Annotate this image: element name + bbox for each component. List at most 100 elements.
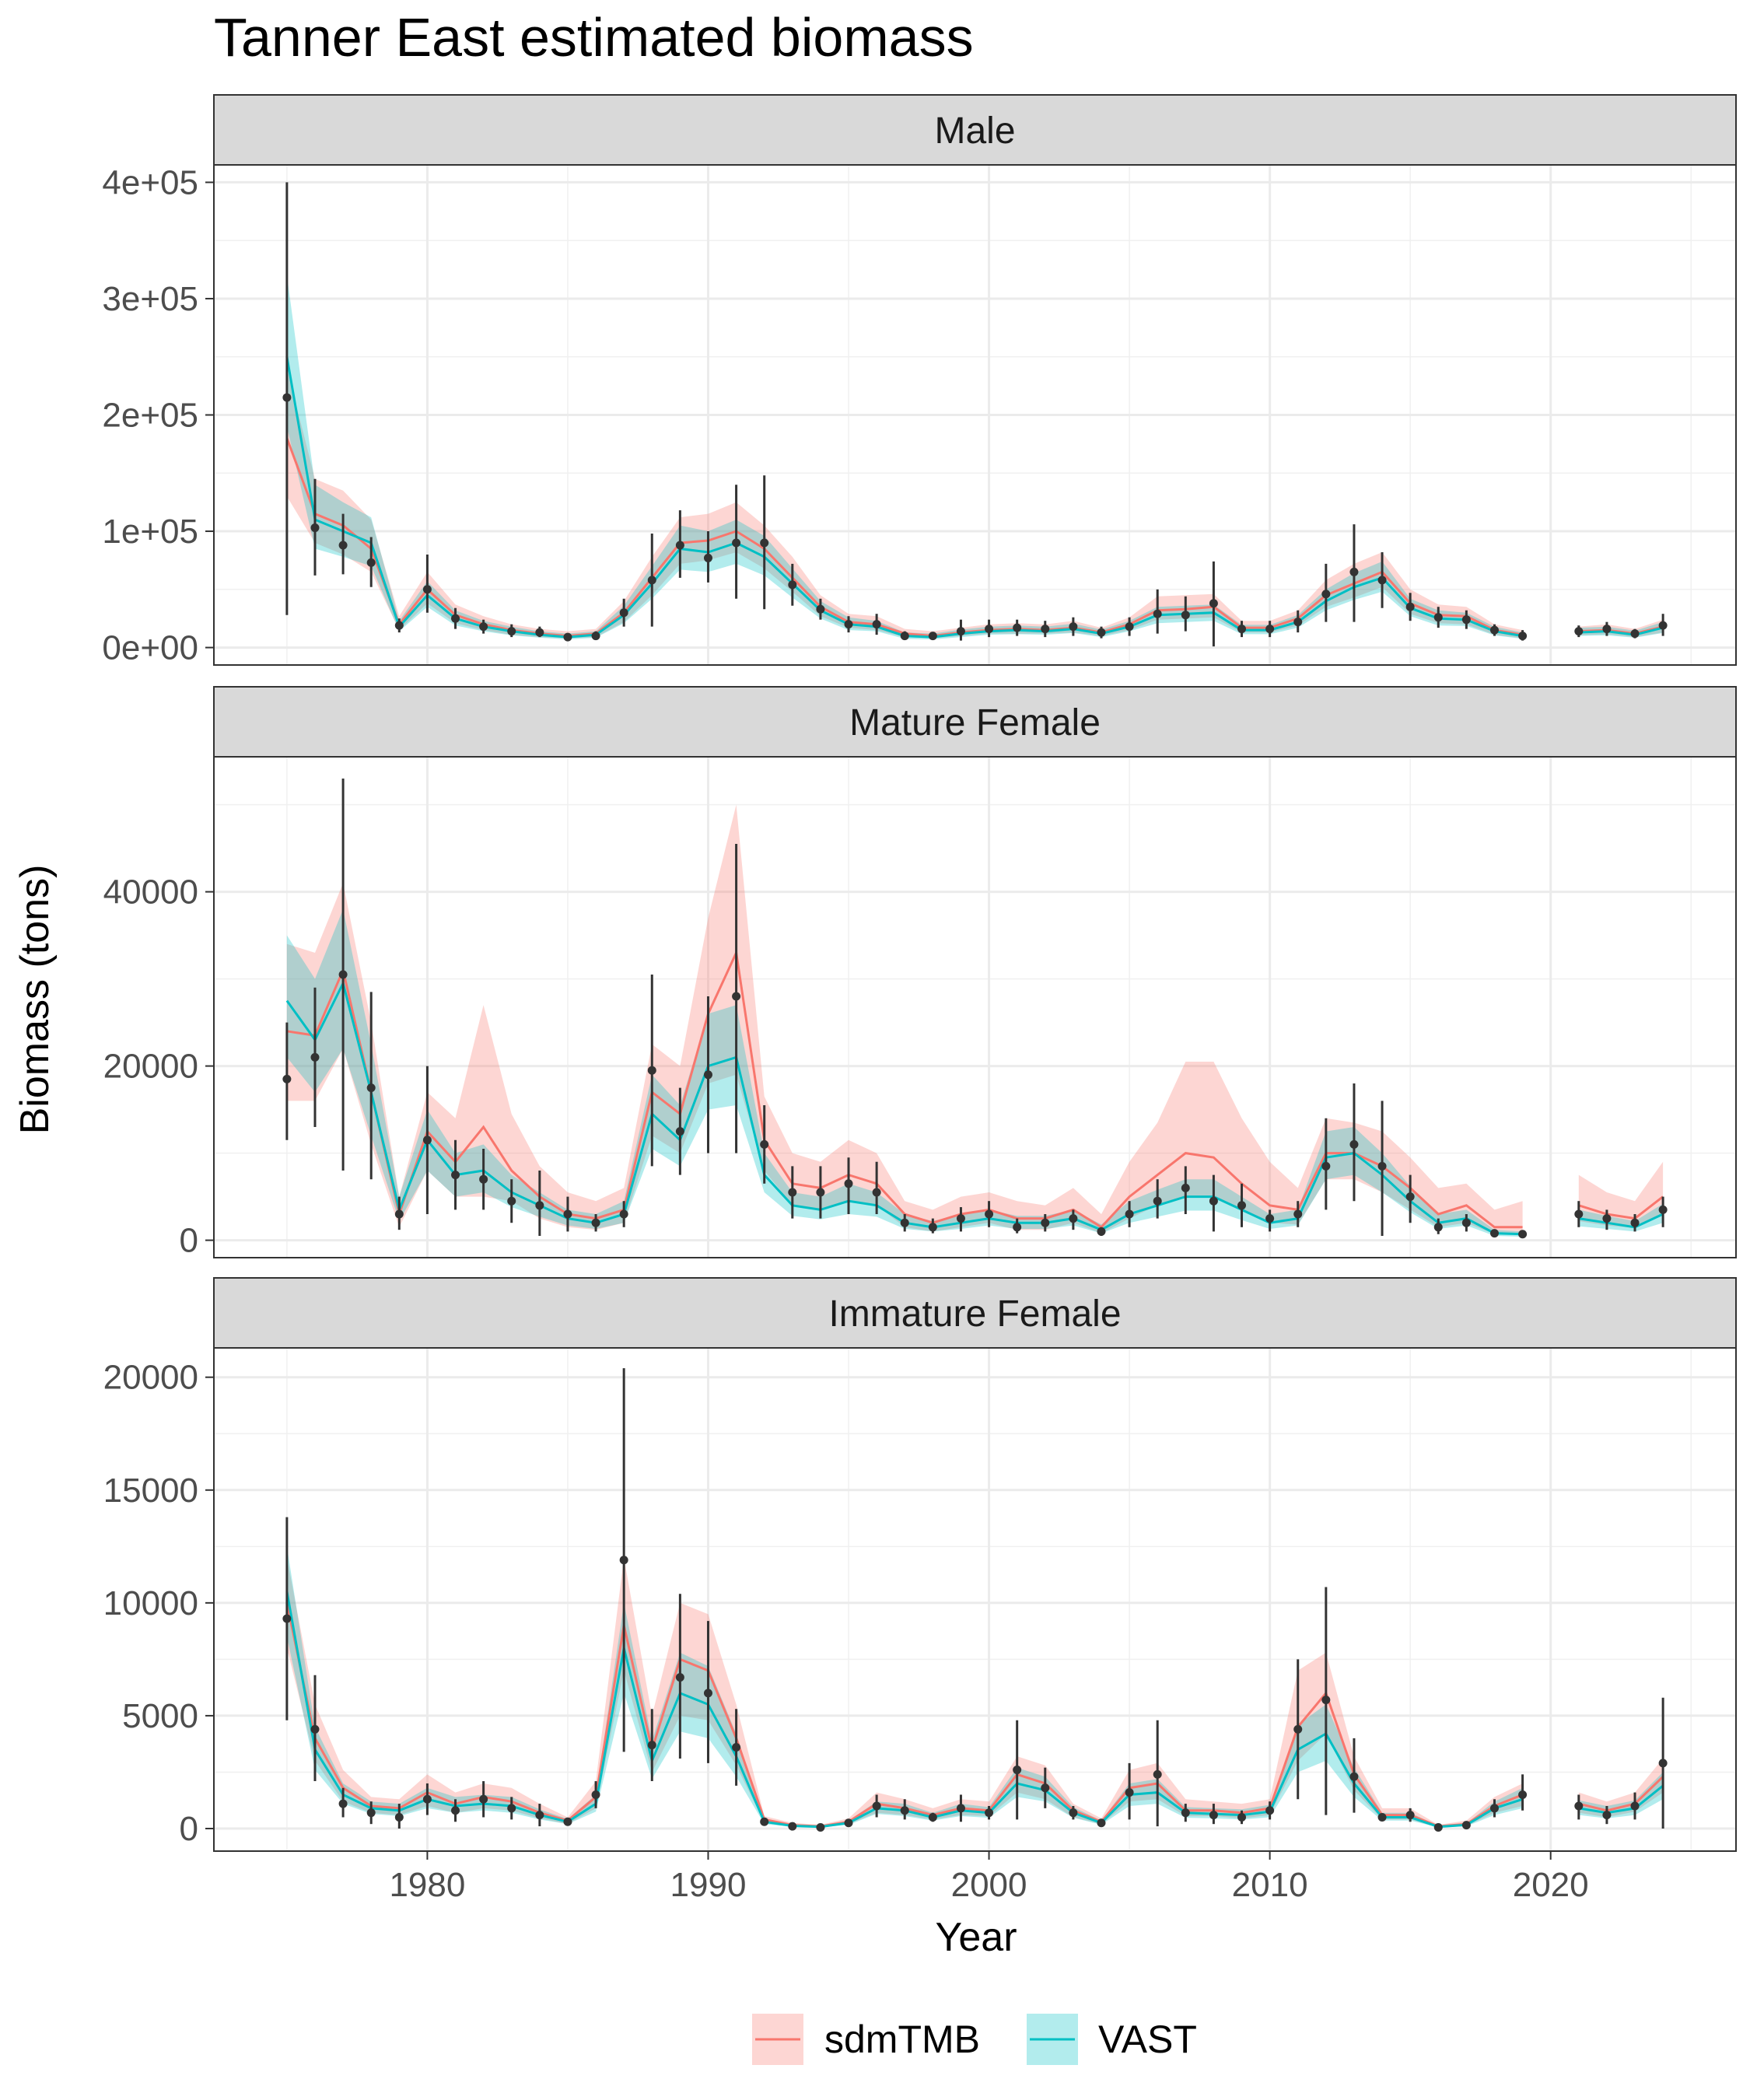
data-point: [479, 1174, 488, 1184]
data-point: [1658, 621, 1668, 630]
data-point: [1153, 1196, 1162, 1206]
data-point: [872, 1801, 881, 1811]
data-point: [703, 1070, 712, 1080]
data-point: [1265, 625, 1275, 634]
data-point: [1518, 1790, 1528, 1799]
data-point: [422, 1136, 432, 1145]
x-axis-title: Year: [935, 1915, 1017, 1960]
data-point: [1489, 625, 1499, 635]
data-point: [451, 614, 460, 623]
data-point: [647, 1066, 656, 1075]
data-point: [647, 576, 656, 585]
data-point: [956, 1804, 965, 1813]
data-point: [985, 1209, 994, 1219]
data-point: [1181, 611, 1190, 620]
data-point: [1181, 1808, 1190, 1818]
data-point: [479, 1794, 488, 1804]
data-point: [1041, 625, 1050, 634]
data-point: [1265, 1214, 1275, 1223]
data-point: [1349, 1772, 1359, 1781]
data-point: [451, 1806, 460, 1815]
y-tick-label: 4e+05: [102, 163, 198, 201]
data-point: [422, 585, 432, 594]
data-point: [1658, 1205, 1668, 1214]
panel-background: [214, 1348, 1736, 1851]
data-point: [563, 632, 572, 642]
panels: Male 0e+00 1e+05 2e+05 3e+05 4e+05 Mature Fema…: [102, 94, 1737, 1852]
data-point: [310, 523, 320, 533]
data-point: [985, 1808, 994, 1818]
data-point: [1125, 1788, 1134, 1797]
data-point: [1321, 590, 1331, 599]
y-axis-title: Biomass (tons): [12, 865, 58, 1135]
data-point: [507, 1804, 516, 1813]
y-tick-label: 5000: [122, 1697, 198, 1735]
data-point: [563, 1817, 572, 1826]
data-point: [591, 1790, 600, 1799]
sdm-ribbon: [286, 804, 1523, 1235]
data-point: [394, 621, 404, 630]
data-point: [1209, 1811, 1218, 1820]
data-point: [451, 1171, 460, 1180]
data-point: [844, 1818, 853, 1828]
data-point: [1097, 628, 1106, 637]
data-point: [872, 1188, 881, 1197]
data-point: [1461, 615, 1471, 625]
data-point: [563, 1209, 572, 1219]
vast-line: [1578, 1784, 1664, 1815]
data-point: [760, 538, 769, 548]
data-point: [1209, 599, 1218, 608]
data-point: [1602, 625, 1612, 634]
data-point: [647, 1741, 656, 1750]
panel-strip-label: Male: [934, 110, 1015, 152]
data-point: [1041, 1783, 1050, 1793]
data-point: [619, 608, 628, 618]
data-point: [788, 1188, 797, 1197]
vast-ribbon: [286, 909, 1523, 1237]
data-point: [900, 632, 909, 641]
y-tick-label: 0e+00: [102, 629, 198, 667]
data-point: [1013, 1223, 1022, 1232]
data-point: [703, 553, 712, 562]
data-point: [1013, 1766, 1022, 1775]
data-point: [1125, 1209, 1134, 1219]
panel-strip: [213, 1277, 1737, 1349]
x-tick-label: 2010: [1232, 1866, 1308, 1904]
data-point: [956, 1214, 965, 1223]
data-point: [1630, 629, 1640, 639]
data-point: [1181, 1183, 1190, 1192]
data-point: [1574, 627, 1584, 636]
data-point: [1153, 609, 1162, 618]
data-point: [366, 558, 376, 567]
data-point: [1293, 1209, 1303, 1219]
data-point: [1518, 632, 1528, 641]
data-point: [1377, 1812, 1387, 1822]
data-point: [1405, 1192, 1415, 1202]
data-point: [816, 1823, 825, 1832]
x-tick-label: 2020: [1513, 1866, 1589, 1904]
panel-0: Male 0e+00 1e+05 2e+05 3e+05 4e+05: [102, 94, 1737, 667]
legend: sdmTMB VAST: [752, 2014, 1197, 2065]
data-point: [366, 1808, 376, 1818]
data-point: [788, 580, 797, 590]
data-point: [1153, 1769, 1162, 1779]
data-point: [1321, 1696, 1331, 1705]
data-point: [956, 627, 965, 636]
data-point: [1489, 1804, 1499, 1813]
data-point: [816, 1188, 825, 1197]
data-point: [1349, 1139, 1359, 1149]
sdm-ribbon: [286, 1557, 1523, 1828]
data-point: [900, 1806, 909, 1815]
data-point: [1349, 567, 1359, 576]
data-point: [732, 992, 741, 1001]
data-point: [1293, 618, 1303, 627]
y-tick-label: 20000: [103, 1048, 198, 1086]
data-point: [1461, 1218, 1471, 1227]
data-point: [310, 1724, 320, 1734]
data-point: [675, 1673, 684, 1682]
panel-strip-label: Immature Female: [828, 1293, 1121, 1335]
data-point: [844, 1179, 853, 1188]
data-point: [394, 1209, 404, 1219]
data-point: [928, 1812, 937, 1822]
data-point: [1265, 1806, 1275, 1815]
